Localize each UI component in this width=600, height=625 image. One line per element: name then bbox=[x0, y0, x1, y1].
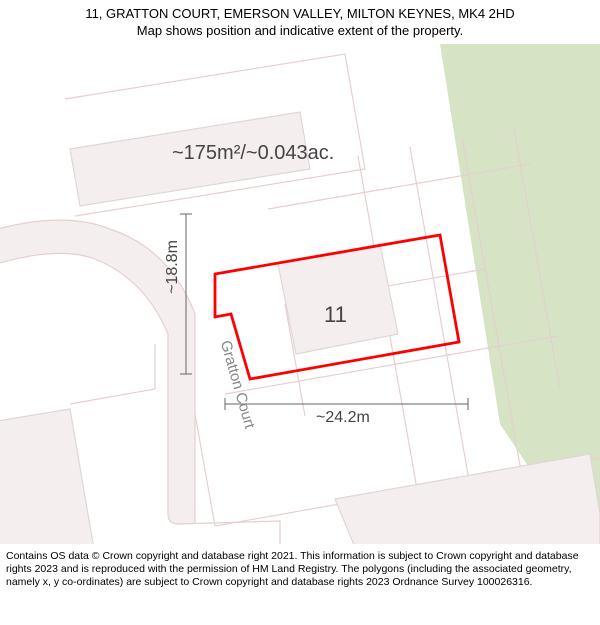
map-container: ~175m²/~0.043ac. ~18.8m ~24.2m Gratton C… bbox=[0, 44, 600, 544]
page-subtitle: Map shows position and indicative extent… bbox=[0, 23, 600, 40]
page-title: 11, GRATTON COURT, EMERSON VALLEY, MILTO… bbox=[0, 6, 600, 23]
copyright-footer: Contains OS data © Crown copyright and d… bbox=[0, 544, 600, 589]
header: 11, GRATTON COURT, EMERSON VALLEY, MILTO… bbox=[0, 0, 600, 40]
house-number-label: 11 bbox=[324, 302, 347, 328]
width-dimension-label: ~24.2m bbox=[316, 409, 370, 427]
area-label: ~175m²/~0.043ac. bbox=[172, 142, 334, 165]
property-map bbox=[0, 44, 600, 544]
height-dimension-label: ~18.8m bbox=[164, 240, 182, 294]
